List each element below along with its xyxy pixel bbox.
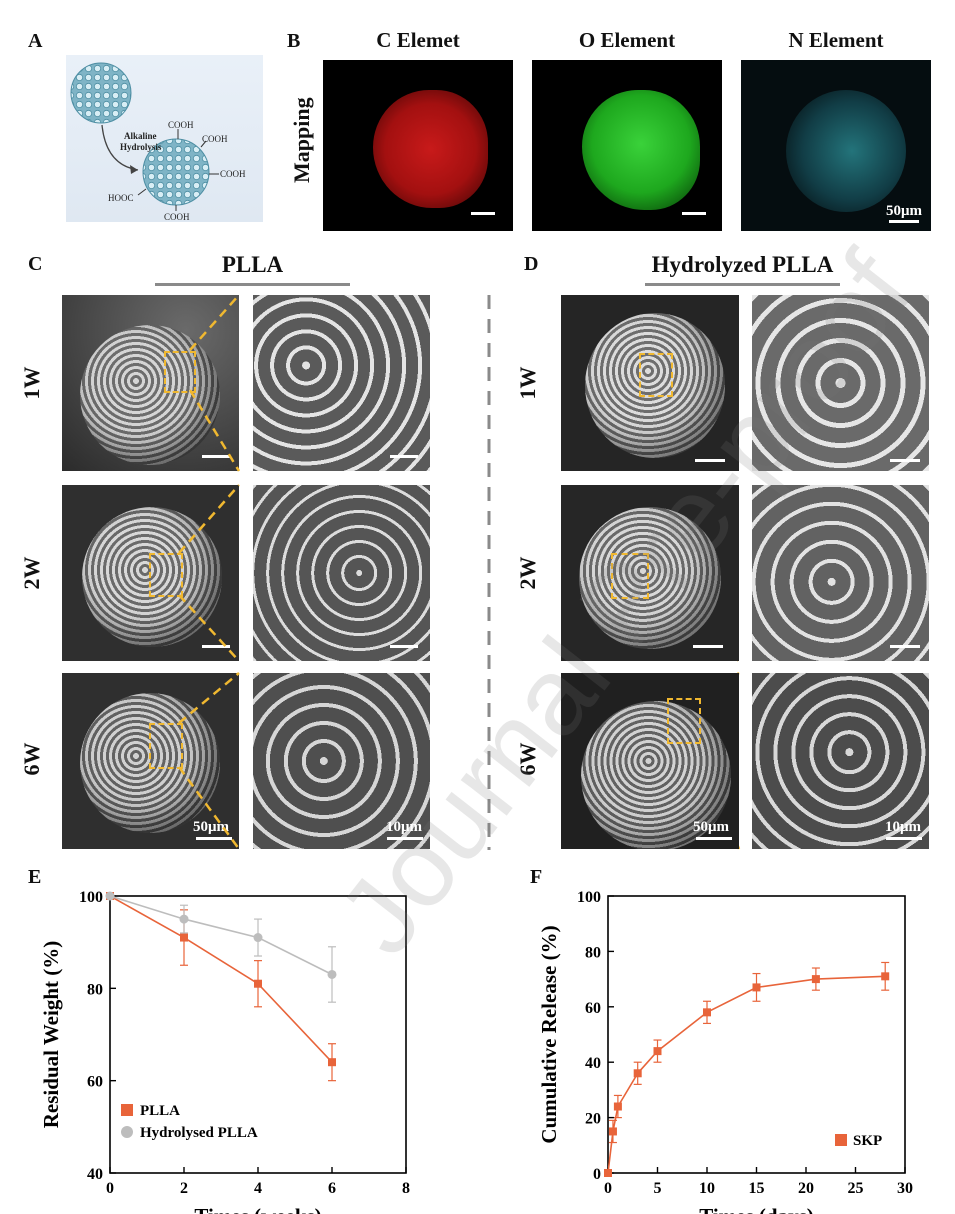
hydrolysis-schematic: Alkaline Hydrolysis COOH COOH COOH HOOC … xyxy=(66,55,263,222)
y-axis-label: Residual Weight (%) xyxy=(39,941,63,1128)
map-c-element xyxy=(323,60,513,231)
y-tick-label: 60 xyxy=(87,1074,103,1091)
data-point xyxy=(703,1008,711,1017)
y-tick-label: 100 xyxy=(79,889,103,906)
sem-c-2w-zoom xyxy=(253,485,430,661)
row-label-d-6w: 6W xyxy=(515,742,540,776)
x-axis-label: Times (weeks) xyxy=(194,1204,321,1214)
y-tick-label: 40 xyxy=(87,1166,103,1183)
sem-d-1w-overview xyxy=(561,295,739,471)
legend-marker xyxy=(121,1126,133,1138)
sem-c-1w-overview xyxy=(62,295,239,471)
row-label-d-2w: 2W xyxy=(515,556,540,590)
map-title-o: O Element xyxy=(578,28,676,52)
y-tick-label: 80 xyxy=(585,944,601,961)
y-tick-label: 80 xyxy=(87,981,103,998)
group-2: COOH xyxy=(202,134,228,144)
x-tick-label: 0 xyxy=(106,1180,114,1197)
data-point xyxy=(604,1169,612,1177)
map-title-c: C Elemet xyxy=(376,28,460,52)
plot-frame xyxy=(607,895,906,1174)
group-3: COOH xyxy=(220,169,246,179)
x-tick-label: 15 xyxy=(749,1180,765,1197)
row-label-d-1w: 1W xyxy=(515,366,540,400)
x-tick-label: 5 xyxy=(654,1180,662,1197)
series-line xyxy=(109,895,333,1063)
panel-d-title: Hydrolyzed PLLA xyxy=(651,252,834,277)
chart-cumulative-release: 0 5 10 15 20 25 30 0 20 40 60 80 100 Times (days) Cumu… xyxy=(537,889,913,1214)
x-axis-label: Times (days) xyxy=(699,1204,814,1214)
panel-c-title-rule xyxy=(155,283,350,286)
y-tick-label: 0 xyxy=(593,1166,601,1183)
process-label-1: Alkaline xyxy=(124,131,157,141)
sem-c-6w-zoom: 10μm xyxy=(253,673,430,849)
legend-marker xyxy=(121,1104,133,1116)
sem-d-6w-overview: 50μm xyxy=(561,673,739,849)
x-tick-label: 2 xyxy=(180,1180,188,1197)
x-tick-label: 30 xyxy=(897,1180,913,1197)
legend-marker xyxy=(835,1134,847,1146)
group-1: COOH xyxy=(168,120,194,130)
data-point xyxy=(328,1058,336,1067)
panel-d-label: D xyxy=(524,253,539,275)
x-tick-label: 10 xyxy=(699,1180,715,1197)
map-title-n: N Element xyxy=(788,28,884,52)
x-tick-label: 6 xyxy=(328,1180,336,1197)
sem-d-1w-zoom xyxy=(752,295,929,471)
data-point xyxy=(179,914,189,924)
y-tick-label: 40 xyxy=(585,1055,601,1072)
data-point xyxy=(811,975,820,984)
data-point xyxy=(881,972,890,981)
panel-d-title-rule xyxy=(645,283,840,286)
data-point xyxy=(254,979,262,988)
legend-label: SKP xyxy=(853,1133,882,1149)
data-point xyxy=(608,1127,617,1136)
x-tick-label: 8 xyxy=(402,1180,410,1197)
data-point xyxy=(633,1069,642,1078)
sem-d-6w-zoom: 10μm xyxy=(752,673,929,849)
y-tick-label: 100 xyxy=(577,889,601,906)
x-tick-label: 4 xyxy=(254,1180,262,1197)
data-point xyxy=(613,1102,622,1111)
process-label-2: Hydrolysis xyxy=(120,142,162,152)
sem-c-1w-zoom xyxy=(253,295,430,471)
data-point xyxy=(105,891,115,901)
panel-b-label: B xyxy=(287,30,301,52)
x-tick-label: 25 xyxy=(848,1180,864,1197)
map-o-element xyxy=(532,60,722,231)
panel-f-label: F xyxy=(530,866,543,888)
group-5: COOH xyxy=(164,212,190,222)
panel-c-label: C xyxy=(28,253,43,275)
panel-a-label: A xyxy=(28,30,43,52)
scale-label-d-high: 10μm xyxy=(885,819,921,835)
y-tick-label: 60 xyxy=(585,1000,601,1017)
map-n-element: 50μm xyxy=(741,60,931,231)
y-axis-label: Cumulative Release (%) xyxy=(537,925,561,1143)
x-tick-label: 20 xyxy=(798,1180,814,1197)
chart-residual-weight: 0 2 4 6 8 40 60 80 100 Times (weeks) Residual Weig… xyxy=(39,889,410,1214)
scale-label-c-low: 50μm xyxy=(193,819,229,835)
legend-label: Hydrolysed PLLA xyxy=(140,1125,258,1141)
sem-d-2w-zoom xyxy=(752,485,929,661)
scale-label-d-low: 50μm xyxy=(693,819,729,835)
data-point xyxy=(752,983,761,992)
sem-d-2w-overview xyxy=(561,485,739,661)
panel-e-label: E xyxy=(28,866,42,888)
sem-c-6w-overview: 50μm xyxy=(62,673,239,849)
legend-label: PLLA xyxy=(140,1103,180,1119)
map-scale-label: 50μm xyxy=(886,203,922,219)
sphere-before xyxy=(70,62,132,124)
group-4: HOOC xyxy=(108,193,134,203)
data-point xyxy=(327,969,337,979)
data-point xyxy=(180,933,188,942)
y-tick-label: 20 xyxy=(585,1111,601,1128)
data-point xyxy=(253,933,263,943)
data-point xyxy=(653,1047,662,1056)
x-tick-label: 0 xyxy=(604,1180,612,1197)
panel-c-title: PLLA xyxy=(221,252,284,277)
scale-label-c-high: 10μm xyxy=(386,819,422,835)
series-line xyxy=(109,895,333,976)
